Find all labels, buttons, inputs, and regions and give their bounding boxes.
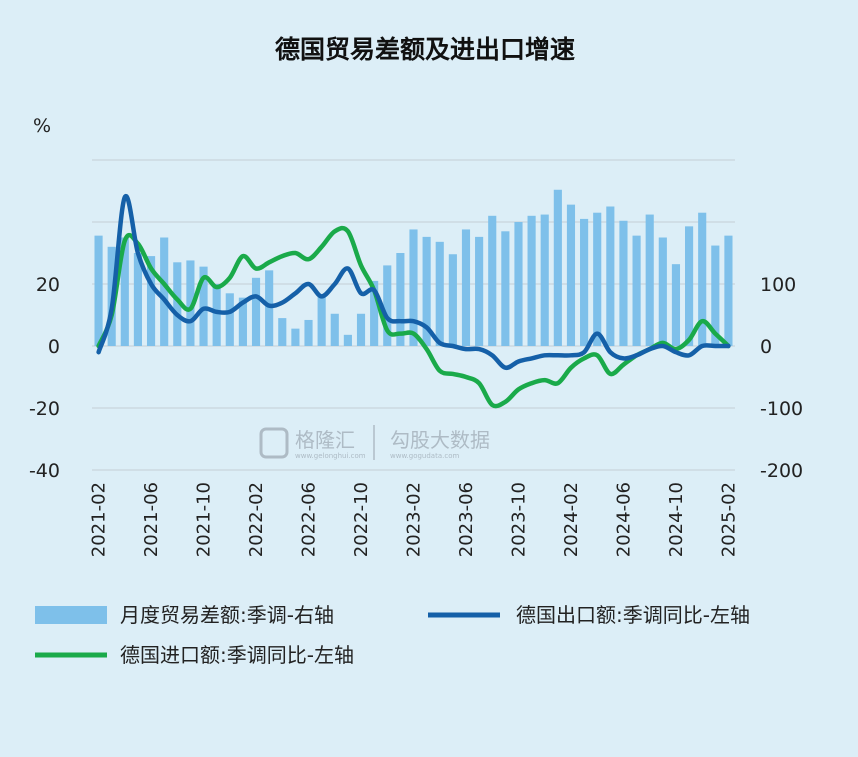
bar (514, 222, 523, 346)
bar (658, 237, 667, 346)
bar (173, 262, 182, 346)
watermark-brand1: 格隆汇 (295, 428, 355, 452)
bar (317, 295, 326, 346)
bar (225, 293, 234, 346)
bar (160, 237, 169, 346)
bar (291, 328, 300, 346)
bar (133, 253, 142, 346)
bar (409, 229, 418, 346)
bar (383, 265, 392, 346)
left-tick-label: -40 (29, 460, 60, 482)
left-tick-label: 0 (48, 336, 60, 358)
bar (448, 254, 457, 346)
watermark-brand1-url: www.gelonghui.com (295, 452, 366, 460)
bar (356, 313, 366, 346)
bar (278, 318, 287, 346)
bar (527, 215, 536, 346)
bar (553, 189, 562, 346)
bar (711, 245, 720, 346)
bar (540, 214, 549, 346)
bar (94, 235, 103, 346)
bar (238, 297, 247, 346)
chart-title: 德国贸易差额及进出口增速 (275, 35, 575, 64)
x-tick-label: 2021-10 (194, 482, 215, 557)
bar (685, 226, 694, 346)
bar (120, 237, 129, 346)
x-tick-label: 2024-06 (613, 482, 634, 557)
legend-label-export: 德国出口额:季调同比-左轴 (516, 603, 750, 627)
x-tick-label: 2021-02 (89, 482, 110, 557)
bar (671, 264, 681, 346)
right-tick-label: 100 (760, 274, 796, 296)
x-tick-label: 2025-02 (718, 482, 739, 557)
right-tick-label: 0 (760, 336, 772, 358)
bar (580, 218, 589, 346)
bar (645, 214, 654, 346)
bar (698, 212, 707, 346)
bar (330, 313, 339, 346)
left-axis-unit: % (33, 115, 51, 137)
bar (199, 266, 208, 346)
left-tick-label: -20 (29, 398, 60, 420)
bar (396, 253, 405, 346)
bar (501, 231, 510, 346)
legend-label-trade-balance: 月度贸易差额:季调-右轴 (120, 603, 334, 627)
bar (566, 204, 576, 346)
watermark-brand2: 勾股大数据 (390, 428, 490, 452)
bar (606, 206, 615, 346)
x-tick-label: 2023-10 (508, 482, 529, 557)
x-tick-label: 2022-02 (246, 482, 267, 557)
bar (488, 215, 497, 346)
watermark: 格隆汇 www.gelonghui.com 勾股大数据 www.gogudata… (259, 425, 490, 460)
import-growth-line (96, 225, 731, 409)
x-tick-label: 2022-06 (299, 482, 320, 557)
bar (461, 229, 471, 346)
export-growth-line (96, 193, 731, 371)
x-tick-label: 2023-06 (456, 482, 477, 557)
x-tick-label: 2023-02 (404, 482, 425, 557)
bar (593, 212, 602, 346)
bar (724, 235, 733, 346)
bar (343, 334, 352, 346)
bar (370, 280, 379, 346)
bar (619, 220, 628, 346)
watermark-logo-icon (259, 427, 289, 459)
bar (186, 260, 195, 346)
legend-label-import: 德国进口额:季调同比-左轴 (120, 643, 354, 667)
legend-swatch-trade-balance (35, 606, 107, 624)
bar (212, 284, 221, 346)
x-tick-label: 2021-06 (141, 482, 162, 557)
bar (632, 235, 641, 346)
bar (422, 236, 431, 346)
left-tick-label: 20 (36, 274, 60, 296)
right-tick-label: -100 (760, 398, 803, 420)
bar (304, 319, 313, 346)
x-tick-label: 2024-02 (561, 482, 582, 557)
bar (435, 241, 444, 346)
x-tick-label: 2024-10 (666, 482, 687, 557)
bar (251, 277, 261, 346)
bar (265, 270, 274, 346)
right-tick-label: -200 (760, 460, 803, 482)
watermark-brand2-url: www.gogudata.com (390, 452, 459, 460)
x-tick-label: 2022-10 (351, 482, 372, 557)
bar (146, 256, 156, 346)
bar (475, 236, 484, 346)
